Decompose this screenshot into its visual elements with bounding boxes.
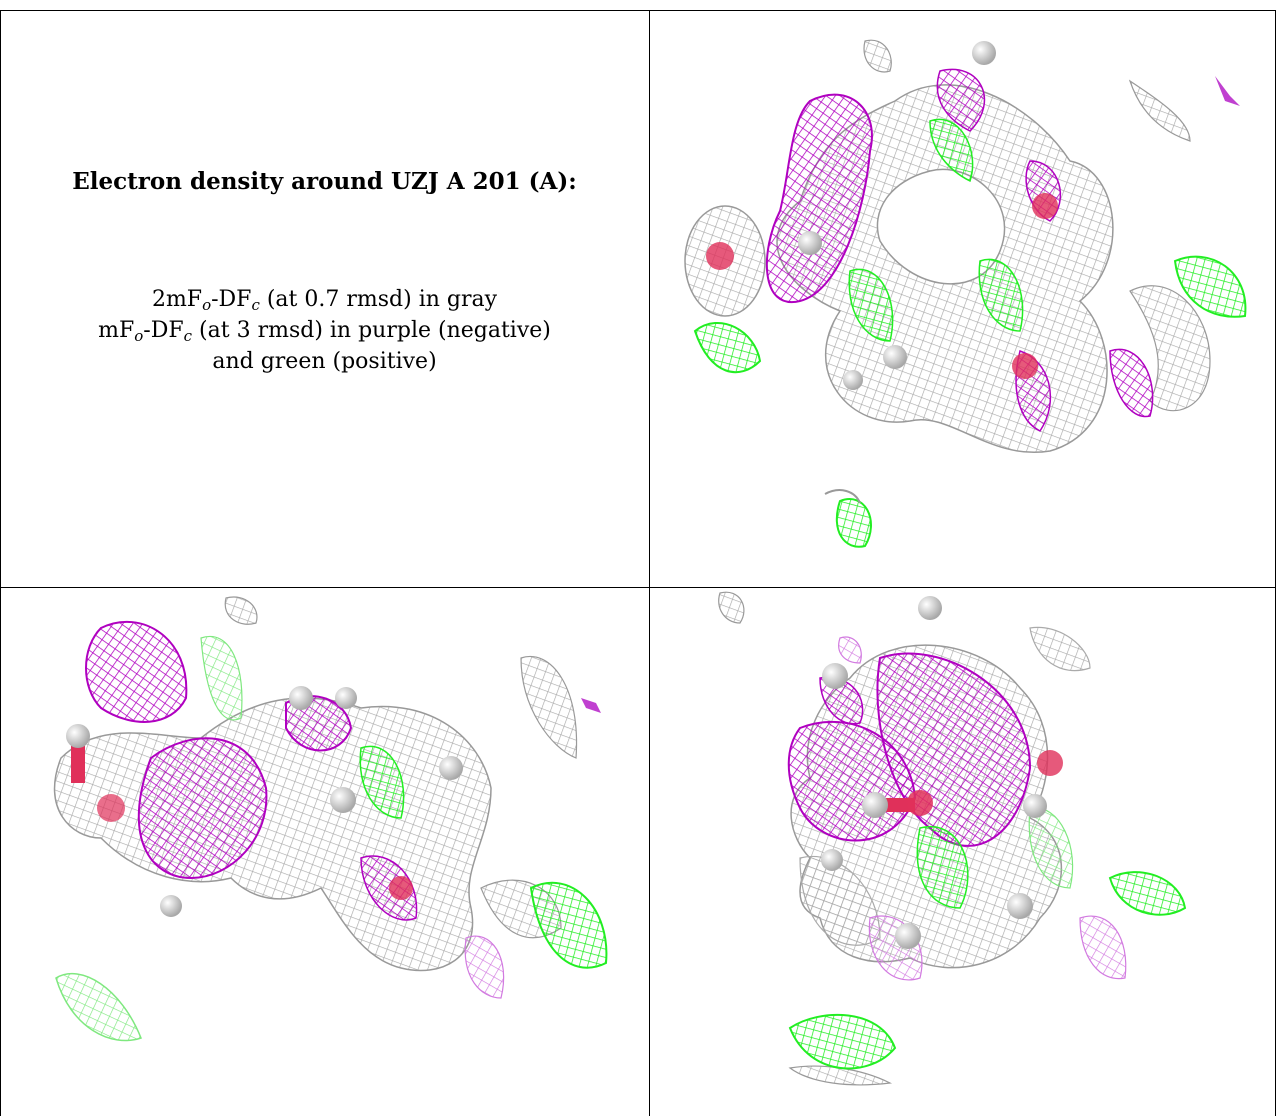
legend-line-positive: and green (positive) <box>212 349 437 374</box>
purple-mesh <box>85 620 601 999</box>
frame-left <box>0 10 1 1116</box>
caption-legend: 2mFo-DFc (at 0.7 rmsd) in gray mFo-DFc (… <box>0 284 649 377</box>
green-mesh <box>693 118 1247 548</box>
density-render-bottom-left <box>53 596 608 1042</box>
green-mesh <box>788 807 1187 1070</box>
legend-line-gray: 2mFo-DFc (at 0.7 rmsd) in gray <box>151 287 498 314</box>
frame-top <box>0 10 1276 11</box>
atoms <box>706 41 1058 390</box>
frame-center <box>649 10 650 1116</box>
green-mesh <box>55 635 608 1042</box>
atoms <box>821 596 1063 949</box>
density-render-bottom-right <box>718 591 1187 1086</box>
density-render-top-right <box>684 39 1247 548</box>
density-view-bottom-left <box>1 588 649 1116</box>
frame-middle <box>0 587 1276 588</box>
density-view-bottom-right <box>650 588 1275 1116</box>
atoms <box>66 686 463 917</box>
caption-cell: Electron density around UZJ A 201 (A): 2… <box>0 0 649 587</box>
purple-mesh <box>765 68 1240 432</box>
legend-line-difference: mFo-DFc (at 3 rmsd) in purple (negative) <box>98 318 551 345</box>
density-view-top-right <box>650 11 1275 587</box>
caption-title: Electron density around UZJ A 201 (A): <box>72 168 577 195</box>
